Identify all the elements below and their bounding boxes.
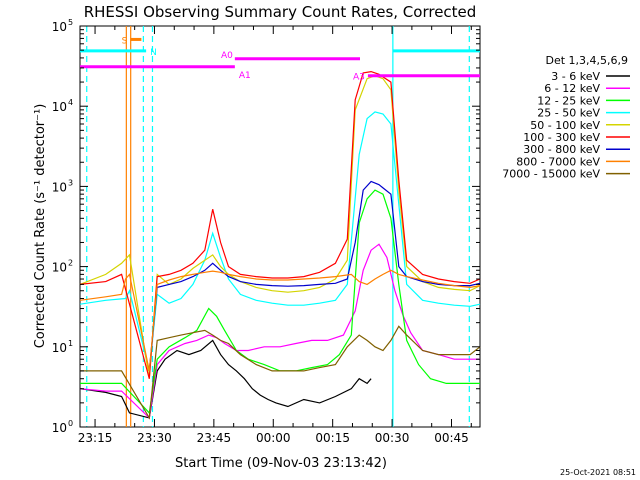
vertical-markers	[86, 26, 470, 427]
footer-timestamp: 25-Oct-2021 08:51	[560, 468, 636, 477]
x-tick-label-0: 23:15	[78, 431, 113, 445]
interval-label-0: S	[122, 36, 128, 46]
y-tick-exponent-4: 4	[68, 98, 73, 107]
x-tick-label-4: 00:15	[315, 431, 350, 445]
y-tick-exponent-3: 3	[68, 178, 73, 187]
series-line-3	[79, 111, 481, 372]
y-tick-exponent-1: 1	[68, 339, 73, 348]
interval-bars: S N A0 A1 A3	[80, 36, 480, 83]
legend-label-3: 25 - 50 keV	[537, 107, 600, 120]
y-axis-label: Corrected Count Rate (s⁻¹ detector⁻¹)	[33, 104, 48, 349]
interval-label-3: A0	[221, 51, 233, 61]
series-line-2	[80, 189, 480, 415]
series-line-4	[79, 75, 481, 379]
y-tick-label-1: 10	[52, 341, 67, 355]
series-lines	[79, 70, 481, 420]
plot-frame	[79, 25, 481, 428]
series-line-5	[79, 70, 481, 379]
legend-label-1: 6 - 12 keV	[544, 82, 600, 95]
x-tick-label-1: 23:30	[137, 431, 172, 445]
series-line-1	[79, 243, 480, 420]
interval-label-1: N	[150, 48, 157, 58]
series-line-0	[79, 339, 372, 419]
x-axis-label: Start Time (09-Nov-03 23:13:42)	[175, 456, 387, 471]
interval-label-4: A1	[239, 71, 251, 81]
series-line-7	[79, 269, 481, 372]
legend-label-6: 300 - 800 keV	[523, 143, 600, 156]
y-tick-label-0: 10	[52, 421, 67, 435]
legend-label-4: 50 - 100 keV	[530, 119, 600, 132]
y-tick-exponent-5: 5	[68, 18, 73, 27]
chart-title: RHESSI Observing Summary Count Rates, Co…	[84, 3, 477, 21]
legend-title: Det 1,3,4,5,6,9	[545, 54, 628, 67]
x-tick-label-6: 00:45	[434, 431, 469, 445]
x-tick-label-2: 23:45	[197, 431, 232, 445]
legend-label-2: 12 - 25 keV	[537, 94, 600, 107]
legend-label-7: 800 - 7000 keV	[516, 155, 600, 168]
x-tick-label-3: 00:00	[256, 431, 291, 445]
series-line-8	[80, 325, 481, 420]
plot-area: S N A0 A1 A3 23:15 23:30 23:45 00:00 00:15 00:30 0…	[52, 18, 481, 445]
legend-label-8: 7000 - 15000 keV	[502, 168, 600, 181]
y-tick-label-3: 10	[52, 180, 67, 194]
y-tick-label-5: 10	[52, 20, 67, 34]
legend-label-0: 3 - 6 keV	[551, 70, 600, 83]
y-tick-exponent-2: 2	[68, 259, 73, 268]
legend-label-5: 100 - 300 keV	[523, 131, 600, 144]
y-tick-label-4: 10	[52, 100, 67, 114]
y-tick-exponent-0: 0	[68, 419, 73, 428]
x-tick-label-5: 00:30	[375, 431, 410, 445]
x-axis: 23:15 23:30 23:45 00:00 00:15 00:30 00:45	[78, 26, 472, 445]
y-tick-label-2: 10	[52, 261, 67, 275]
interval-label-5: A3	[353, 73, 365, 83]
